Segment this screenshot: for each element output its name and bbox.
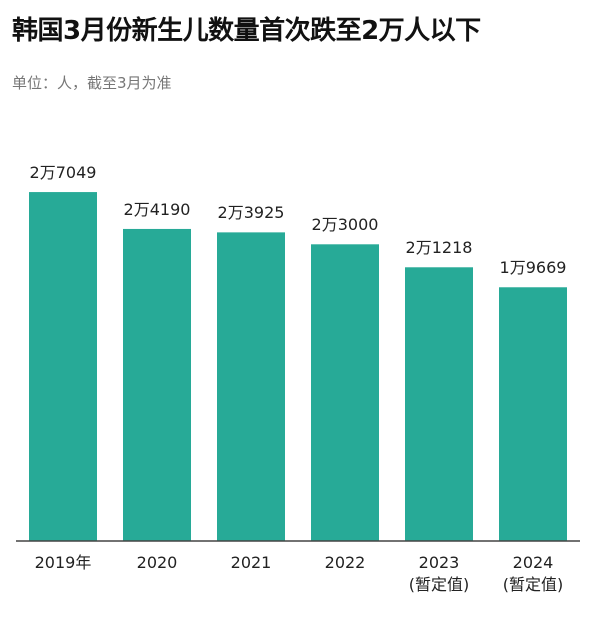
value-label: 1万9669 (499, 258, 567, 278)
bar (123, 228, 191, 541)
x-tick-label: 2022 (324, 553, 366, 572)
value-label: 2万1218 (405, 238, 473, 258)
chart-subtitle: 单位：人，截至3月为准 (12, 74, 172, 92)
bar (405, 267, 473, 541)
x-tick-label: 2023 (暂定值) (408, 553, 470, 594)
bar (311, 244, 379, 542)
chart-title: 韩国3月份新生儿数量首次跌至2万人以下 (12, 16, 481, 46)
value-label: 2万7049 (29, 163, 97, 183)
bar (29, 192, 97, 541)
value-label: 2万4190 (123, 199, 191, 219)
x-tick-label: 2021 (230, 553, 272, 572)
bar (217, 232, 285, 541)
x-tick-label: 2020 (136, 553, 178, 572)
value-label: 2万3925 (217, 203, 285, 223)
value-label: 2万3000 (311, 215, 379, 235)
x-tick-label: 2024 (暂定值) (502, 553, 564, 594)
x-tick-label: 2019年 (34, 553, 92, 572)
bar (499, 287, 567, 541)
